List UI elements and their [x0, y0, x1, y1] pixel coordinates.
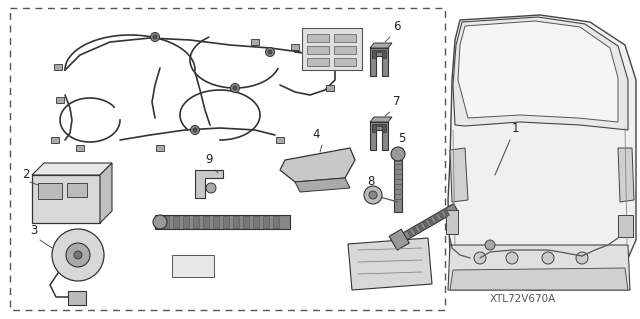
Polygon shape: [195, 170, 223, 198]
Circle shape: [369, 191, 377, 199]
Bar: [213, 216, 219, 228]
Bar: [54, 64, 62, 70]
Bar: [68, 291, 86, 305]
Bar: [412, 226, 419, 235]
Polygon shape: [448, 15, 636, 290]
Circle shape: [153, 215, 167, 229]
Bar: [32, 175, 100, 223]
Polygon shape: [100, 163, 112, 223]
Polygon shape: [370, 117, 392, 122]
Circle shape: [364, 186, 382, 204]
Polygon shape: [370, 122, 388, 150]
Circle shape: [542, 252, 554, 264]
Bar: [302, 28, 362, 70]
Bar: [326, 85, 334, 91]
Bar: [428, 217, 434, 226]
Text: 9: 9: [205, 153, 212, 166]
Circle shape: [66, 243, 90, 267]
Bar: [76, 145, 84, 151]
Circle shape: [153, 35, 157, 39]
Polygon shape: [618, 148, 634, 202]
Bar: [253, 216, 259, 228]
Bar: [203, 216, 209, 228]
Bar: [172, 255, 214, 277]
Bar: [263, 216, 269, 228]
Circle shape: [474, 252, 486, 264]
Text: 3: 3: [30, 224, 37, 237]
Polygon shape: [295, 178, 350, 192]
Bar: [51, 137, 59, 143]
Circle shape: [150, 33, 159, 41]
Bar: [446, 210, 458, 234]
Polygon shape: [370, 43, 392, 48]
Bar: [233, 216, 239, 228]
Circle shape: [576, 252, 588, 264]
Circle shape: [391, 147, 405, 161]
Polygon shape: [370, 48, 388, 76]
Bar: [163, 216, 169, 228]
Bar: [193, 216, 199, 228]
Bar: [307, 34, 329, 42]
Bar: [156, 145, 164, 151]
Bar: [443, 208, 450, 217]
Bar: [394, 160, 402, 212]
Text: 1: 1: [512, 122, 520, 135]
Circle shape: [74, 251, 82, 259]
Bar: [307, 46, 329, 54]
Polygon shape: [372, 50, 386, 58]
Polygon shape: [450, 148, 468, 202]
Text: 2: 2: [22, 168, 29, 181]
Bar: [433, 214, 439, 223]
Circle shape: [266, 48, 275, 56]
Bar: [334, 58, 356, 66]
Bar: [10, 8, 445, 310]
Polygon shape: [458, 21, 618, 122]
Polygon shape: [448, 245, 630, 290]
Bar: [183, 216, 189, 228]
Polygon shape: [32, 163, 112, 175]
Circle shape: [191, 125, 200, 135]
Bar: [223, 216, 229, 228]
Bar: [334, 34, 356, 42]
Circle shape: [193, 128, 197, 132]
Circle shape: [206, 183, 216, 193]
Bar: [56, 97, 64, 103]
Bar: [391, 204, 458, 247]
Bar: [307, 58, 329, 66]
Text: 7: 7: [393, 95, 401, 108]
Text: 5: 5: [398, 132, 405, 145]
Bar: [273, 216, 279, 228]
Circle shape: [233, 86, 237, 90]
Bar: [422, 220, 429, 229]
Circle shape: [268, 50, 272, 54]
Bar: [67, 183, 87, 197]
Bar: [251, 39, 259, 45]
Bar: [417, 223, 424, 232]
Bar: [618, 215, 633, 237]
Text: 4: 4: [312, 128, 319, 141]
Polygon shape: [280, 148, 355, 182]
Bar: [389, 229, 410, 250]
Polygon shape: [453, 17, 628, 130]
Circle shape: [506, 252, 518, 264]
Circle shape: [52, 229, 104, 281]
Bar: [155, 215, 290, 229]
Bar: [243, 216, 249, 228]
Bar: [173, 216, 179, 228]
Polygon shape: [348, 238, 432, 290]
Circle shape: [485, 240, 495, 250]
Polygon shape: [372, 124, 386, 132]
Bar: [407, 229, 413, 238]
Bar: [438, 211, 445, 220]
Text: 6: 6: [393, 20, 401, 33]
Bar: [291, 44, 299, 50]
Bar: [334, 46, 356, 54]
Circle shape: [230, 84, 239, 93]
Text: 8: 8: [367, 175, 374, 188]
Polygon shape: [450, 268, 628, 290]
Text: XTL72V670A: XTL72V670A: [490, 294, 556, 304]
Bar: [38, 183, 62, 199]
Bar: [276, 137, 284, 143]
